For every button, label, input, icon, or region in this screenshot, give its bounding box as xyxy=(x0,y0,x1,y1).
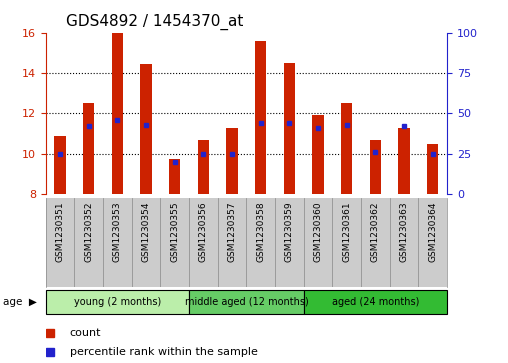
Text: GSM1230353: GSM1230353 xyxy=(113,201,122,262)
Bar xyxy=(398,127,410,194)
Text: percentile rank within the sample: percentile rank within the sample xyxy=(70,347,258,357)
Bar xyxy=(140,64,152,194)
Text: GSM1230362: GSM1230362 xyxy=(371,201,380,262)
Bar xyxy=(255,41,267,194)
Bar xyxy=(370,140,381,194)
Bar xyxy=(198,140,209,194)
Text: young (2 months): young (2 months) xyxy=(74,297,161,307)
Bar xyxy=(54,136,66,194)
Bar xyxy=(227,127,238,194)
FancyBboxPatch shape xyxy=(304,290,447,314)
Text: GSM1230360: GSM1230360 xyxy=(313,201,323,262)
Text: GSM1230359: GSM1230359 xyxy=(285,201,294,262)
Bar xyxy=(169,159,180,194)
Text: GSM1230352: GSM1230352 xyxy=(84,201,93,262)
FancyBboxPatch shape xyxy=(46,290,189,314)
Bar xyxy=(83,103,94,194)
Text: GSM1230355: GSM1230355 xyxy=(170,201,179,262)
Text: age  ▶: age ▶ xyxy=(3,297,37,307)
Bar xyxy=(312,115,324,194)
FancyBboxPatch shape xyxy=(189,290,304,314)
Text: aged (24 months): aged (24 months) xyxy=(332,297,419,307)
Text: GSM1230354: GSM1230354 xyxy=(142,201,150,262)
Text: middle aged (12 months): middle aged (12 months) xyxy=(184,297,308,307)
Text: GSM1230356: GSM1230356 xyxy=(199,201,208,262)
Text: GSM1230357: GSM1230357 xyxy=(228,201,237,262)
Text: GSM1230364: GSM1230364 xyxy=(428,201,437,262)
Bar xyxy=(283,63,295,194)
Text: GSM1230351: GSM1230351 xyxy=(55,201,65,262)
Text: count: count xyxy=(70,327,101,338)
Text: GSM1230358: GSM1230358 xyxy=(256,201,265,262)
Bar xyxy=(427,144,438,194)
Text: GDS4892 / 1454370_at: GDS4892 / 1454370_at xyxy=(66,14,243,30)
Text: GSM1230363: GSM1230363 xyxy=(399,201,408,262)
Bar xyxy=(112,33,123,194)
Bar xyxy=(341,103,353,194)
Text: GSM1230361: GSM1230361 xyxy=(342,201,351,262)
